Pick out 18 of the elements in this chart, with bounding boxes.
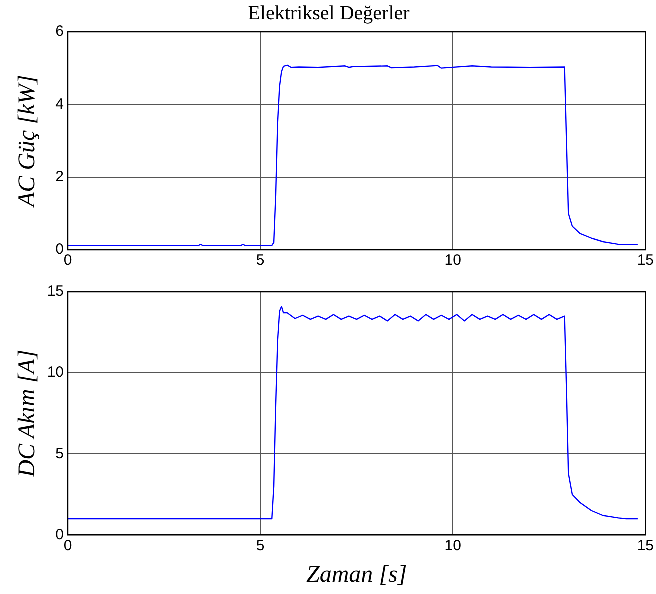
y-tick-label: 2 [56, 168, 64, 186]
x-tick-label: 10 [444, 537, 462, 554]
y-tick-label: 6 [56, 23, 64, 40]
x-tick-label: 10 [444, 252, 462, 270]
x-tick-label: 15 [637, 537, 654, 554]
y-tick-label: 0 [56, 526, 64, 544]
x-tick-label: 15 [637, 252, 654, 270]
x-tick-label: 5 [256, 537, 265, 554]
x-tick-label: 5 [256, 252, 265, 270]
chart-title: Elektriksel Değerler [248, 2, 410, 24]
y-tick-label: 5 [56, 445, 64, 462]
y-axis-title: AC Güç [kW] [14, 75, 41, 209]
y-tick-label: 15 [47, 283, 64, 300]
x-axis-title: Zaman [s] [306, 562, 408, 588]
y-tick-label: 10 [47, 364, 64, 382]
y-axis-title: DC Akım [A] [14, 350, 41, 478]
y-tick-label: 0 [56, 241, 64, 258]
y-tick-label: 4 [56, 96, 64, 113]
